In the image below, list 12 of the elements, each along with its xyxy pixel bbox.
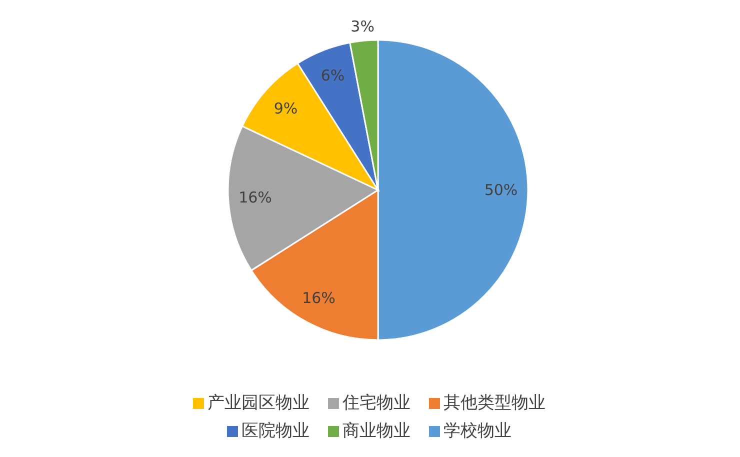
- legend-label: 商业物业: [342, 421, 410, 441]
- legend-label: 住宅物业: [342, 393, 410, 413]
- data-label: 6%: [320, 66, 345, 85]
- legend-label: 医院物业: [242, 421, 310, 441]
- legend-label: 学校物业: [444, 421, 512, 441]
- data-label: 50%: [484, 181, 518, 199]
- data-label: 16%: [238, 188, 272, 207]
- legend-label: 其他类型物业: [444, 393, 546, 413]
- data-label: 16%: [302, 288, 336, 307]
- data-label: 9%: [274, 100, 298, 118]
- data-label: 3%: [350, 18, 374, 36]
- legend-label: 产业园区物业: [208, 393, 310, 413]
